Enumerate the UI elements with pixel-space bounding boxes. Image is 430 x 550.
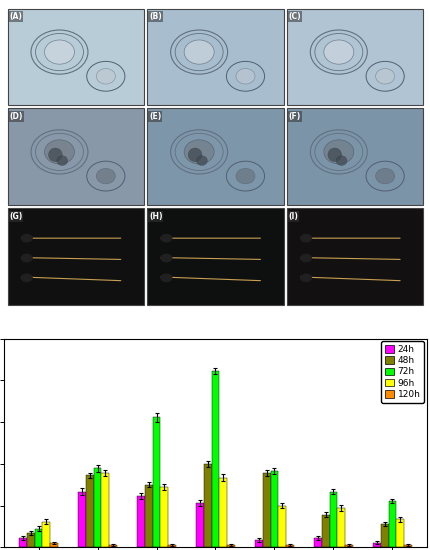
Ellipse shape	[44, 140, 74, 164]
Bar	[286, 545, 293, 547]
Circle shape	[299, 273, 311, 282]
Ellipse shape	[335, 156, 346, 166]
Bar	[203, 464, 211, 547]
Circle shape	[21, 234, 33, 243]
Bar	[211, 371, 219, 547]
Bar	[278, 505, 286, 547]
Bar	[286, 8, 422, 105]
Ellipse shape	[323, 140, 353, 164]
Text: (a): (a)	[0, 6, 2, 19]
Bar	[147, 108, 283, 205]
Text: (F): (F)	[288, 112, 300, 121]
Bar	[19, 538, 27, 547]
Text: (G): (G)	[9, 212, 23, 221]
Ellipse shape	[184, 140, 214, 164]
Bar	[196, 503, 203, 547]
Circle shape	[160, 273, 172, 282]
Circle shape	[160, 234, 172, 243]
Text: (I): (I)	[288, 212, 298, 221]
Bar	[388, 501, 396, 547]
Bar	[337, 508, 344, 547]
Ellipse shape	[235, 69, 255, 84]
Text: (H): (H)	[149, 212, 162, 221]
Bar	[168, 545, 175, 547]
Bar	[8, 208, 144, 305]
Bar	[344, 545, 352, 547]
Bar	[101, 473, 109, 547]
Bar	[78, 492, 86, 547]
Bar	[8, 8, 144, 105]
Bar	[262, 473, 270, 547]
Bar	[227, 545, 234, 547]
Ellipse shape	[44, 40, 74, 64]
Bar	[86, 475, 93, 547]
Bar	[34, 529, 42, 547]
Bar	[109, 545, 117, 547]
Text: (E): (E)	[149, 112, 161, 121]
Bar	[147, 8, 283, 105]
Bar	[286, 108, 422, 205]
Legend: 24h, 48h, 72h, 96h, 120h: 24h, 48h, 72h, 96h, 120h	[381, 342, 423, 403]
Ellipse shape	[375, 168, 394, 184]
Ellipse shape	[196, 156, 207, 166]
Bar	[137, 496, 144, 547]
Bar	[329, 492, 337, 547]
Bar	[147, 208, 283, 305]
Ellipse shape	[96, 168, 115, 184]
Circle shape	[299, 254, 311, 262]
Bar	[8, 108, 144, 205]
Bar	[160, 487, 168, 547]
Text: (B): (B)	[149, 12, 161, 21]
Text: (C): (C)	[288, 12, 301, 21]
Bar	[380, 524, 388, 547]
Bar	[42, 522, 50, 547]
Bar	[313, 538, 321, 547]
Circle shape	[21, 254, 33, 262]
Bar	[50, 543, 58, 547]
Bar	[321, 515, 329, 547]
Circle shape	[299, 234, 311, 243]
Text: (A): (A)	[9, 12, 22, 21]
Bar	[152, 417, 160, 547]
Bar	[93, 469, 101, 547]
Ellipse shape	[235, 168, 255, 184]
Bar	[396, 519, 403, 547]
Bar	[403, 545, 411, 547]
Circle shape	[160, 254, 172, 262]
Ellipse shape	[96, 69, 115, 84]
Circle shape	[21, 273, 33, 282]
Bar	[27, 534, 34, 547]
Bar	[372, 543, 380, 547]
Ellipse shape	[327, 148, 341, 162]
Ellipse shape	[57, 156, 68, 166]
Bar	[144, 485, 152, 547]
Bar	[270, 471, 278, 547]
Bar	[286, 208, 422, 305]
Ellipse shape	[323, 40, 353, 64]
Text: (D): (D)	[9, 112, 23, 121]
Ellipse shape	[375, 69, 394, 84]
Bar	[219, 478, 227, 547]
Ellipse shape	[188, 148, 201, 162]
Ellipse shape	[49, 148, 62, 162]
Ellipse shape	[184, 40, 214, 64]
Bar	[255, 540, 262, 547]
